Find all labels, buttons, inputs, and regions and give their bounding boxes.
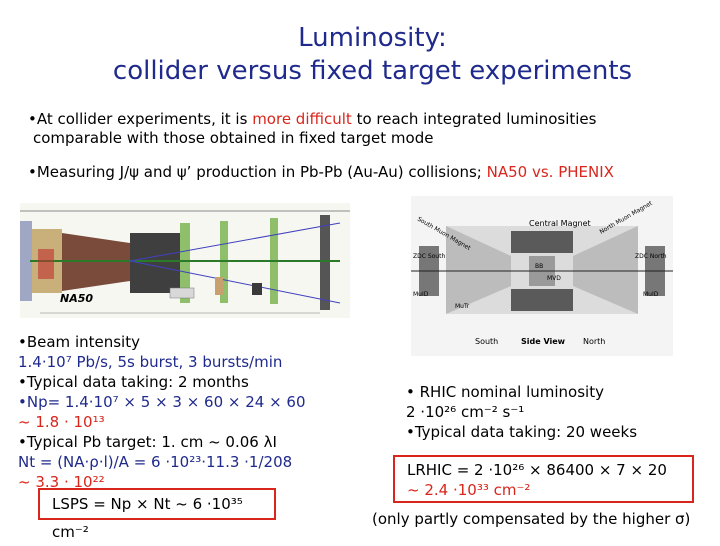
bullet-1-highlight: more difficult xyxy=(252,110,352,128)
na50-line-4: •Np= 1.4·10⁷ × 5 × 3 × 60 × 24 × 60 xyxy=(18,393,306,411)
bullet-collider: •At collider experiments, it is more dif… xyxy=(28,110,708,129)
na50-line-5: ~ 1.8 · 10¹³ xyxy=(18,413,105,431)
phenix-central-magnet-label: Central Magnet xyxy=(529,219,591,228)
na50-line-2: 1.4·10⁷ Pb/s, 5s burst, 3 bursts/min xyxy=(18,353,283,371)
bullet-measuring: •Measuring J/ψ and ψ’ production in Pb-P… xyxy=(28,163,718,182)
bullet-1-text: •At collider experiments, it is xyxy=(28,110,253,128)
na50-luminosity-box: LSPS = Np × Nt ~ 6 ·10³⁵ cm⁻² xyxy=(38,488,276,541)
na50-line-7: Nt = (NA·ρ·l)/A = 6 ·10²³·11.3 ·1/208 xyxy=(18,453,293,471)
na50-detector-diagram: NA50 xyxy=(20,203,350,318)
bullet-2-highlight: NA50 vs. PHENIX xyxy=(486,163,614,181)
phenix-detector-diagram: Central Magnet South Muon Magnet North M… xyxy=(411,196,673,356)
phenix-luminosity-box: LRHIC = 2 ·10²⁶ × 86400 × 7 × 20 ~ 2.4 ·… xyxy=(393,455,694,503)
phenix-muid-right-label: MuID xyxy=(643,291,659,298)
phenix-side-view-label: Side View xyxy=(521,337,566,346)
na50-notes: •Beam intensity 1.4·10⁷ Pb/s, 5s burst, … xyxy=(18,332,348,492)
na50-line-6: •Typical Pb target: 1. cm ~ 0.06 λI xyxy=(18,433,277,451)
phenix-box-line-2: ~ 2.4 ·10³³ cm⁻² xyxy=(407,481,531,499)
phenix-footer-note: (only partly compensated by the higher σ… xyxy=(372,510,691,528)
bullet-collider-line2: comparable with those obtained in fixed … xyxy=(33,129,434,147)
phenix-zdc-south-label: ZDC South xyxy=(413,253,445,260)
phenix-line-2: 2 ·10²⁶ cm⁻² s⁻¹ xyxy=(406,403,525,421)
phenix-north-label: North xyxy=(583,337,605,346)
phenix-zdc-north-label: ZDC North xyxy=(635,253,667,260)
phenix-south-label: South xyxy=(475,337,498,346)
na50-line-1: •Beam intensity xyxy=(18,333,140,351)
phenix-line-3: •Typical data taking: 20 weeks xyxy=(406,423,638,441)
bullet-1-text-end: to reach integrated luminosities xyxy=(351,110,597,128)
phenix-mvd-label: MVD xyxy=(547,275,561,282)
na50-label: NA50 xyxy=(60,292,93,305)
phenix-muid-left-label: MuID xyxy=(413,291,429,298)
title-line-2: collider versus fixed target experiments xyxy=(112,56,633,86)
bullet-2-text: •Measuring J/ψ and ψ’ production in Pb-P… xyxy=(28,163,487,181)
title-line-1: Luminosity: xyxy=(298,23,447,53)
na50-line-8: ~ 3.3 · 10²² xyxy=(18,473,105,491)
na50-line-3: •Typical data taking: 2 months xyxy=(18,373,249,391)
phenix-line-1: • RHIC nominal luminosity xyxy=(406,383,604,401)
phenix-mutr-label: MuTr xyxy=(455,303,470,310)
phenix-bb-label: BB xyxy=(535,263,543,270)
phenix-box-line-1: LRHIC = 2 ·10²⁶ × 86400 × 7 × 20 xyxy=(407,461,667,479)
phenix-notes: • RHIC nominal luminosity 2 ·10²⁶ cm⁻² s… xyxy=(406,382,706,442)
